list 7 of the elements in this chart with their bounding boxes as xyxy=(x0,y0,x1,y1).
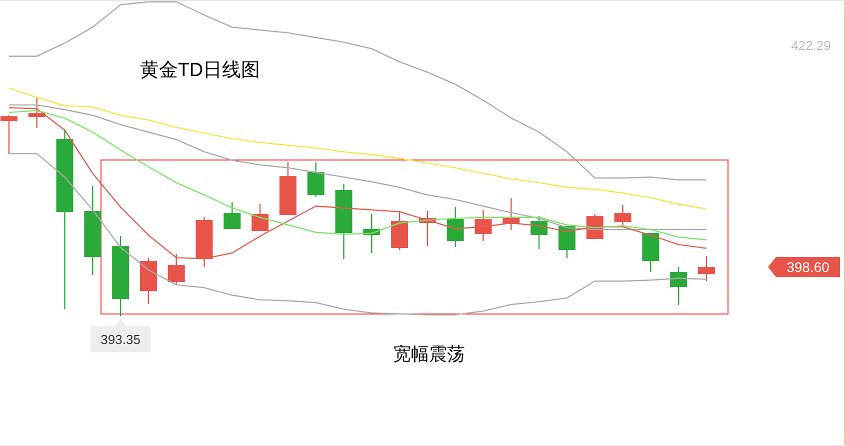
text: 黄金TD日线图 xyxy=(140,60,260,81)
annotation: 宽幅震荡 xyxy=(393,344,465,364)
y-tick-label: 398.60 xyxy=(786,259,830,276)
low-tag: 393.35 xyxy=(90,319,151,352)
annotation: 393.35 xyxy=(100,332,140,348)
price-tag: 398.60 xyxy=(768,257,840,278)
y-tick-label: 422.29 xyxy=(791,38,831,54)
